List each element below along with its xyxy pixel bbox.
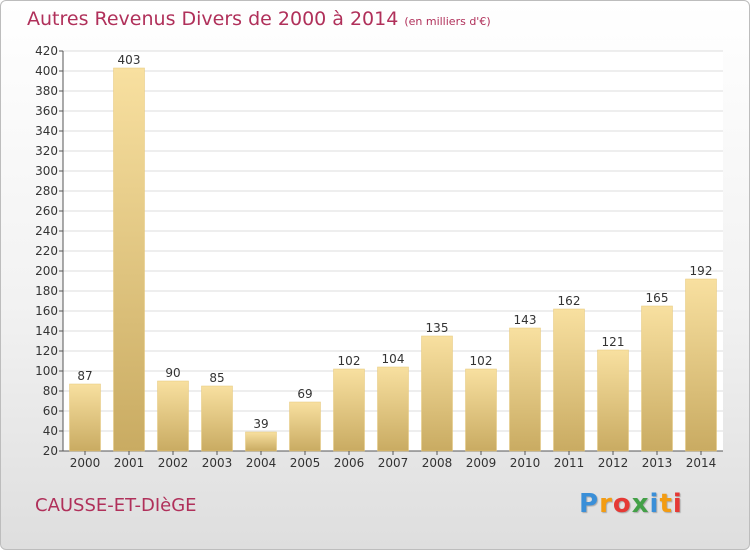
bar-value-label: 87 [77, 369, 92, 383]
bar [377, 366, 409, 452]
y-tick-label: 400 [35, 64, 58, 78]
y-tick-label: 420 [35, 44, 58, 58]
x-tick-label: 2003 [202, 456, 233, 470]
bar-value-label: 39 [253, 417, 268, 431]
logo-letter: r [599, 489, 613, 519]
chart-title: Autres Revenus Divers de 2000 à 2014 (en … [27, 8, 491, 30]
x-tick-label: 2008 [422, 456, 453, 470]
y-tick-label: 180 [35, 284, 58, 298]
logo-letter: x [631, 489, 650, 519]
y-tick-label: 160 [35, 304, 58, 318]
y-tick-label: 80 [43, 384, 58, 398]
bar-value-label: 102 [338, 354, 361, 368]
chart-subtitle: (en milliers d'€) [404, 15, 491, 28]
bar [509, 327, 541, 452]
y-tick-label: 340 [35, 124, 58, 138]
bar-value-label: 104 [382, 352, 405, 366]
y-tick-label: 20 [43, 444, 58, 458]
x-tick-label: 2005 [290, 456, 321, 470]
x-tick-label: 2014 [686, 456, 717, 470]
bar-value-label: 90 [165, 366, 180, 380]
y-tick-label: 240 [35, 224, 58, 238]
x-tick-label: 2010 [510, 456, 541, 470]
bar [245, 431, 277, 452]
bar [201, 385, 233, 452]
logo-letter: i [649, 489, 660, 519]
y-tick-label: 200 [35, 264, 58, 278]
bar [597, 349, 629, 452]
bar-value-label: 143 [514, 313, 537, 327]
y-tick-label: 140 [35, 324, 58, 338]
logo-letter: P [579, 489, 600, 519]
x-tick-label: 2011 [554, 456, 585, 470]
bar [465, 368, 497, 452]
x-tick-label: 2007 [378, 456, 409, 470]
bar-value-label: 403 [118, 53, 141, 67]
chart-title-text: Autres Revenus Divers de 2000 à 2014 [27, 8, 399, 30]
bar [421, 335, 453, 452]
logo-letter: o [612, 489, 632, 519]
bar-value-label: 192 [690, 264, 713, 278]
y-tick-label: 260 [35, 204, 58, 218]
proxiti-logo: Proxiti [579, 489, 683, 519]
bar [69, 383, 101, 452]
y-tick-label: 40 [43, 424, 58, 438]
bar [113, 67, 145, 452]
x-tick-label: 2004 [246, 456, 277, 470]
x-tick-label: 2009 [466, 456, 497, 470]
y-tick-label: 320 [35, 144, 58, 158]
bar [641, 305, 673, 452]
y-tick-label: 300 [35, 164, 58, 178]
bar-value-label: 85 [209, 371, 224, 385]
x-tick-label: 2012 [598, 456, 629, 470]
x-tick-label: 2001 [114, 456, 145, 470]
bar [685, 278, 717, 452]
location-name: CAUSSE-ET-DIèGE [35, 495, 197, 516]
x-tick-label: 2013 [642, 456, 673, 470]
y-tick-label: 100 [35, 364, 58, 378]
y-tick-label: 280 [35, 184, 58, 198]
bar [553, 308, 585, 452]
x-tick-label: 2000 [70, 456, 101, 470]
y-tick-label: 60 [43, 404, 58, 418]
bar [333, 368, 365, 452]
y-tick-label: 360 [35, 104, 58, 118]
bar-value-label: 69 [297, 387, 312, 401]
logo-letter: t [659, 489, 673, 519]
y-tick-label: 120 [35, 344, 58, 358]
bar-value-label: 135 [426, 321, 449, 335]
bar-value-label: 102 [470, 354, 493, 368]
bar-value-label: 121 [602, 335, 625, 349]
logo-letter: i [672, 489, 683, 519]
x-tick-label: 2002 [158, 456, 189, 470]
bar [289, 401, 321, 452]
bar-value-label: 162 [558, 294, 581, 308]
bar [157, 380, 189, 452]
bar-value-label: 165 [646, 291, 669, 305]
x-tick-label: 2006 [334, 456, 365, 470]
y-tick-label: 380 [35, 84, 58, 98]
y-tick-label: 220 [35, 244, 58, 258]
